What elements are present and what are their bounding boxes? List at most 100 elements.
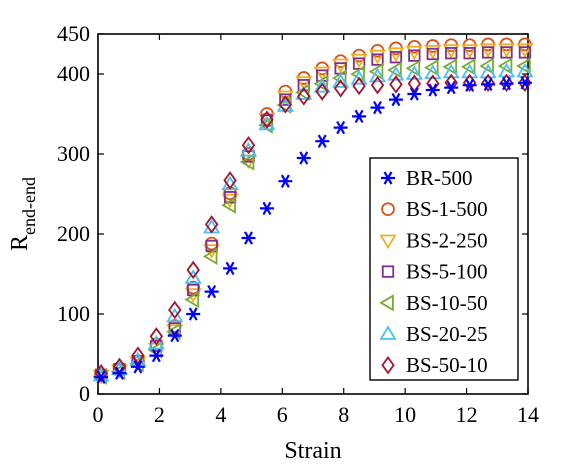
data-point <box>147 334 165 350</box>
data-point <box>333 79 348 98</box>
legend-marker <box>381 265 395 278</box>
y-tick-label: 400 <box>57 61 90 86</box>
data-point <box>166 307 184 323</box>
data-point <box>370 75 385 95</box>
data-point <box>259 201 274 216</box>
legend-marker <box>379 294 394 312</box>
x-tick-label: 10 <box>394 402 416 427</box>
data-point-stroke <box>204 284 219 299</box>
data-point <box>460 58 476 76</box>
y-tick-label: 0 <box>79 381 90 406</box>
data-point <box>350 65 365 83</box>
data-point <box>408 49 421 62</box>
data-point <box>387 47 405 62</box>
axis-ticks: 0 2 4 6 8 10 12 14 0 100 200 300 400 450 <box>57 21 539 427</box>
data-point <box>461 63 479 79</box>
data-point-stroke <box>388 92 403 107</box>
legend-marker <box>381 202 395 217</box>
data-point <box>239 142 258 157</box>
data-point <box>518 46 532 59</box>
data-point <box>388 92 403 107</box>
y-axis-title-subscript: end-end <box>19 177 39 235</box>
data-point <box>149 327 164 346</box>
data-point <box>479 57 494 75</box>
data-point <box>370 100 385 115</box>
x-tick-label: 2 <box>154 402 165 427</box>
legend-label: BS-20-25 <box>406 322 488 346</box>
data-point-stroke <box>149 348 164 363</box>
data-point <box>387 61 402 79</box>
legend-box <box>369 157 519 381</box>
data-point <box>297 87 311 106</box>
data-point <box>221 196 236 214</box>
data-point <box>186 260 200 280</box>
legend-marker <box>381 171 395 185</box>
data-point <box>223 261 238 276</box>
data-point <box>405 45 423 61</box>
y-tick-label: 300 <box>57 141 90 166</box>
data-point-stroke <box>370 100 385 115</box>
data-point <box>481 77 496 92</box>
data-point <box>313 78 331 93</box>
legend-label: BS-50-10 <box>406 353 488 377</box>
data-point-stroke <box>315 134 330 148</box>
data-point <box>424 45 442 60</box>
data-point-stroke <box>481 77 496 92</box>
data-point <box>389 75 403 94</box>
data-point <box>479 43 497 58</box>
data-point <box>461 44 479 59</box>
y-tick-label: 450 <box>57 21 90 46</box>
data-point <box>352 76 366 96</box>
data-point <box>442 44 460 59</box>
data-point <box>278 95 293 114</box>
data-point <box>333 120 348 135</box>
series-br-500 <box>94 76 532 384</box>
data-point <box>481 46 495 59</box>
data-point <box>444 73 458 93</box>
data-point <box>499 76 514 91</box>
data-point <box>204 236 219 251</box>
data-point <box>405 59 421 77</box>
data-point <box>186 307 201 321</box>
data-points <box>92 37 534 385</box>
data-point-stroke <box>499 76 514 91</box>
data-point <box>481 73 495 93</box>
data-point <box>276 90 294 106</box>
x-tick-label: 0 <box>93 402 104 427</box>
data-point-stroke <box>186 307 201 321</box>
data-point <box>389 51 403 64</box>
data-point <box>260 110 274 129</box>
data-point <box>424 59 439 77</box>
data-point-stroke <box>444 80 459 95</box>
data-point <box>112 366 127 380</box>
legend-label: BS-2-250 <box>406 228 488 252</box>
x-tick-label: 12 <box>456 402 478 427</box>
data-point <box>407 74 422 93</box>
legend-marker <box>379 234 397 250</box>
data-point <box>167 328 182 343</box>
legend-marker <box>379 325 397 340</box>
data-point <box>516 43 534 58</box>
data-point <box>94 370 109 384</box>
data-point <box>315 82 329 101</box>
data-point-stroke <box>425 83 440 97</box>
data-point <box>517 76 532 90</box>
y-axis-title: Rend-end <box>7 177 39 251</box>
data-point <box>368 49 387 65</box>
data-point <box>442 63 460 79</box>
legend-label: BS-10-50 <box>406 291 488 315</box>
data-point-stroke <box>223 261 238 276</box>
data-point-stroke <box>517 76 532 90</box>
y-tick-label: 200 <box>57 221 90 246</box>
data-point <box>239 153 255 171</box>
data-point <box>407 87 422 101</box>
data-point <box>425 83 440 97</box>
data-point <box>184 269 202 284</box>
data-point <box>350 53 368 69</box>
data-point <box>241 231 256 245</box>
x-tick-label: 14 <box>517 402 539 427</box>
data-point <box>332 58 350 74</box>
data-point <box>332 73 350 88</box>
data-point <box>424 64 442 79</box>
